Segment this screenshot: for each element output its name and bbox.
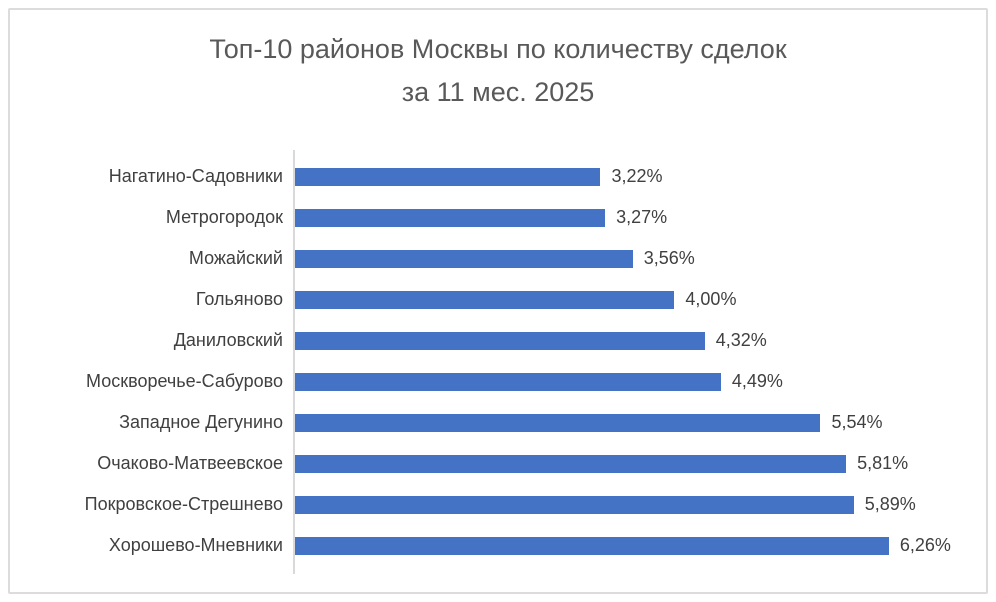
bar-track: 3,56% [295,248,959,268]
bar-track: 4,32% [295,330,959,350]
value-label: 3,27% [616,207,668,227]
value-label: 5,54% [831,412,883,432]
chart-title-line1: Топ-10 районов Москвы по количеству сдел… [209,34,787,64]
bar-track: 6,26% [295,535,959,555]
value-label: 6,26% [899,535,951,555]
category-label: Москворечье-Сабурово [86,371,283,391]
bar-track: 4,00% [295,289,959,309]
bar-track: 5,89% [295,494,959,514]
bar-row: Нагатино-Садовники 3,22% [20,156,970,197]
bar-row: Хорошево-Мневники 6,26% [20,525,970,566]
value-label: 4,49% [731,371,783,391]
plot-area: Нагатино-Садовники 3,22% Метрогородок 3,27%… [20,150,970,574]
bar [295,290,675,309]
category-label: Покровское-Стрешнево [84,494,283,514]
bar [295,495,854,514]
bar-track: 5,54% [295,412,959,432]
bar [295,167,601,186]
category-label: Западное Дегунино [119,412,283,432]
value-label: 3,22% [611,166,663,186]
bar-track: 4,49% [295,371,959,391]
bar [295,413,821,432]
bar [295,372,721,391]
bar-track: 5,81% [295,453,959,473]
bar-row: Даниловский 4,32% [20,320,970,361]
bar-track: 3,22% [295,166,959,186]
chart-border [8,8,988,594]
bar-row: Покровское-Стрешнево 5,89% [20,484,970,525]
chart-title: Топ-10 районов Москвы по количеству сдел… [0,28,996,114]
bar-row: Гольяново 4,00% [20,279,970,320]
category-label: Даниловский [173,330,283,350]
value-label: 4,32% [715,330,767,350]
bar [295,454,847,473]
category-label: Очаково-Матвеевское [97,453,283,473]
bar-row: Метрогородок 3,27% [20,197,970,238]
bar-row: Очаково-Матвеевское 5,81% [20,443,970,484]
bar [295,536,889,555]
bar [295,208,606,227]
bar [295,331,705,350]
chart-title-line2: за 11 мес. 2025 [401,77,595,107]
value-label: 4,00% [685,289,737,309]
category-label: Гольяново [195,289,283,309]
bar-row: Можайский 3,56% [20,238,970,279]
category-label: Метрогородок [165,207,283,227]
bar-track: 3,27% [295,207,959,227]
bar-row: Западное Дегунино 5,54% [20,402,970,443]
bar-rows: Нагатино-Садовники 3,22% Метрогородок 3,27%… [20,150,970,574]
value-label: 5,89% [864,494,916,514]
value-label: 5,81% [857,453,909,473]
bar-row: Москворечье-Сабурово 4,49% [20,361,970,402]
category-label: Можайский [188,248,283,268]
category-label: Нагатино-Садовники [108,166,283,186]
bar [295,249,633,268]
category-label: Хорошево-Мневники [108,535,283,555]
value-label: 3,56% [643,248,695,268]
